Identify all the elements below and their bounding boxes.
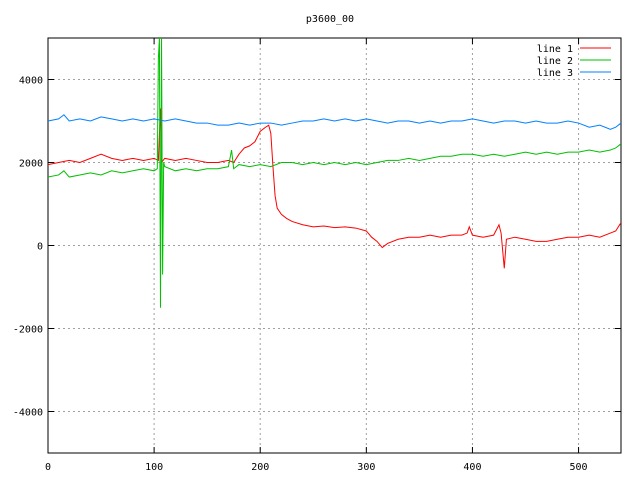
y-tick-label: 4000 — [19, 76, 43, 87]
x-tick-label: 100 — [145, 462, 163, 473]
x-tick-label: 200 — [251, 462, 269, 473]
y-tick-label: 0 — [37, 242, 43, 253]
y-tick-label: -2000 — [13, 325, 43, 336]
legend-label: line 1 — [537, 44, 573, 55]
series-line-2 — [48, 38, 621, 308]
chart-title: p3600_00 — [306, 14, 354, 25]
x-tick-label: 400 — [463, 462, 481, 473]
series-line-1 — [48, 108, 621, 269]
y-tick-label: -4000 — [13, 408, 43, 419]
grid — [48, 38, 621, 453]
y-tick-label: 2000 — [19, 159, 43, 170]
legend-label: line 3 — [537, 68, 573, 79]
x-tick-label: 500 — [570, 462, 588, 473]
series-lines — [48, 38, 621, 308]
x-tick-label: 0 — [45, 462, 51, 473]
x-tick-label: 300 — [357, 462, 375, 473]
legend-label: line 2 — [537, 56, 573, 67]
x-axis: 0 100 200 300 400 500 — [45, 38, 588, 473]
y-axis: -4000 -2000 0 2000 4000 — [13, 76, 621, 419]
series-line-3 — [48, 114, 621, 130]
